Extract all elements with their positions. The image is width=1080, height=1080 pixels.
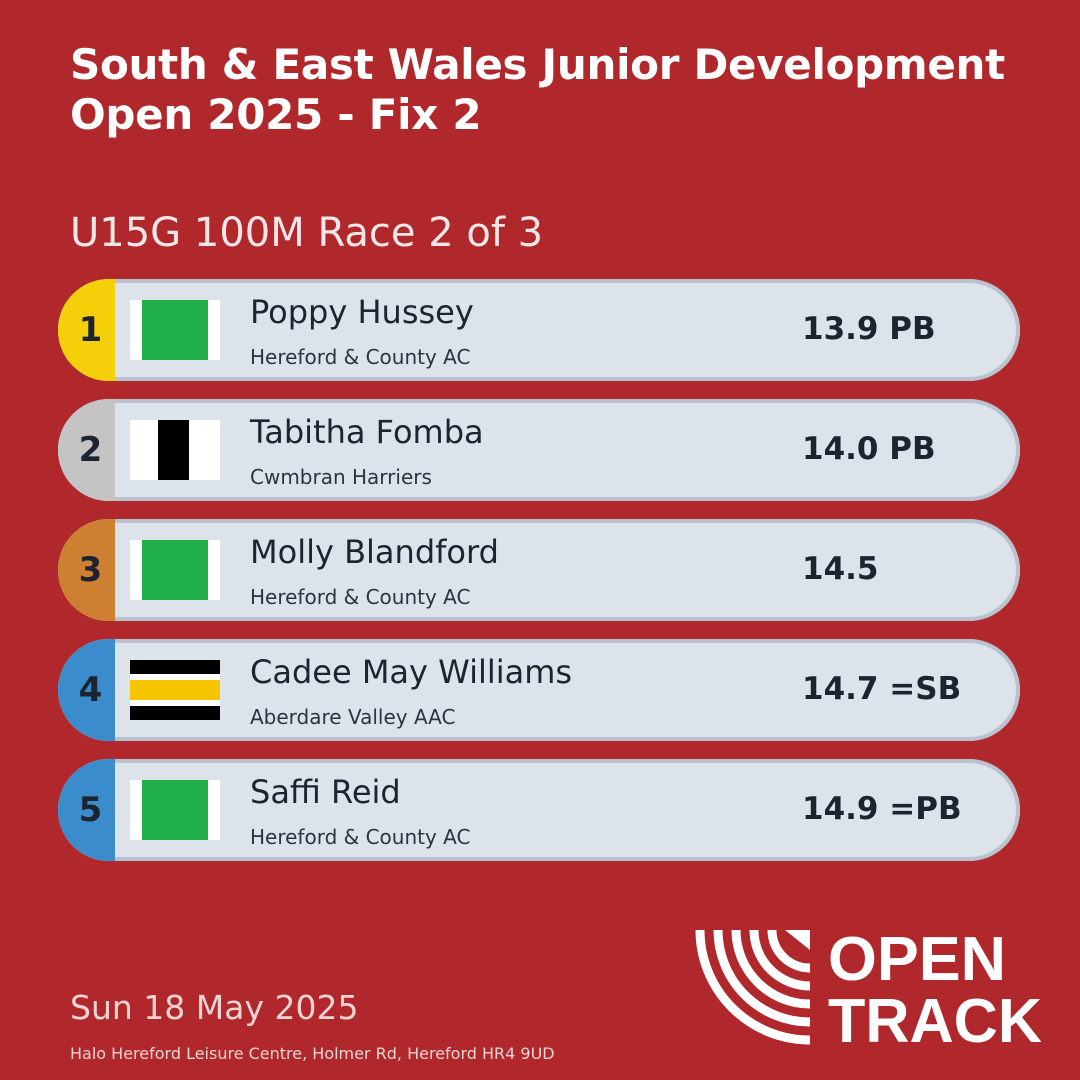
title: South & East Wales Junior Development Op… (70, 40, 1005, 140)
athlete-name: Cadee May Williams (250, 653, 573, 691)
logo-mark (785, 930, 810, 950)
club-flag (130, 420, 220, 480)
time: 14.7 =SB (802, 671, 962, 707)
date: Sun 18 May 2025 (70, 988, 359, 1027)
time: 14.0 PB (802, 431, 936, 467)
position: 1 (58, 279, 115, 381)
race-name: U15G 100M Race 2 of 3 (70, 210, 544, 256)
title-line: Open 2025 - Fix 2 (70, 90, 482, 139)
result-row: 1 Poppy Hussey Hereford & County AC 13.9… (58, 279, 1020, 381)
logo-text: TRACK (828, 987, 1042, 1050)
club-flag (130, 300, 220, 360)
club-flag (130, 660, 220, 720)
athlete-name: Saffi Reid (250, 773, 401, 811)
club-name: Hereford & County AC (250, 585, 471, 609)
position: 5 (58, 759, 115, 861)
athlete-name: Poppy Hussey (250, 293, 474, 331)
result-row: 5 Saffi Reid Hereford & County AC 14.9 =… (58, 759, 1020, 861)
club-flag (130, 780, 220, 840)
result-row: 3 Molly Blandford Hereford & County AC 1… (58, 519, 1020, 621)
club-name: Aberdare Valley AAC (250, 705, 456, 729)
venue: Halo Hereford Leisure Centre, Holmer Rd,… (70, 1044, 555, 1063)
club-name: Hereford & County AC (250, 345, 471, 369)
title-line: South & East Wales Junior Development (70, 40, 1005, 89)
club-name: Cwmbran Harriers (250, 465, 432, 489)
position: 3 (58, 519, 115, 621)
logo-arcs (695, 929, 811, 1045)
club-flag (130, 540, 220, 600)
club-name: Hereford & County AC (250, 825, 471, 849)
time: 13.9 PB (802, 311, 936, 347)
position: 2 (58, 399, 115, 501)
time: 14.9 =PB (802, 791, 962, 827)
position: 4 (58, 639, 115, 741)
result-row: 4 Cadee May Williams Aberdare Valley AAC… (58, 639, 1020, 741)
logo: OPEN TRACK (695, 925, 1042, 1050)
logo-text: OPEN (828, 925, 1006, 994)
time: 14.5 (802, 551, 879, 587)
athlete-name: Tabitha Fomba (250, 413, 484, 451)
result-row: 2 Tabitha Fomba Cwmbran Harriers 14.0 PB (58, 399, 1020, 501)
athlete-name: Molly Blandford (250, 533, 499, 571)
